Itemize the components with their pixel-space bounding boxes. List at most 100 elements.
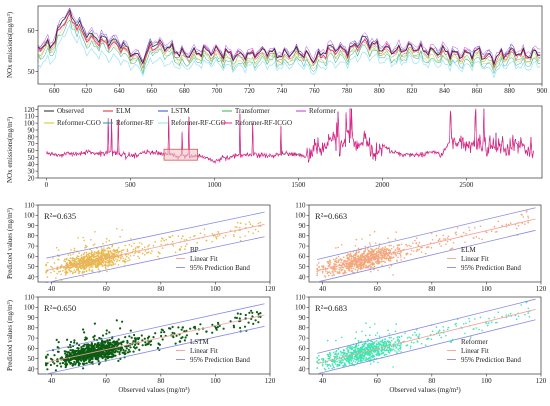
scatter-elm-point <box>431 239 434 241</box>
scatter-bp-point <box>92 271 94 273</box>
scatter-bp-point <box>111 245 113 248</box>
scatter-elm-point <box>380 258 383 261</box>
scatter-elm-point <box>442 234 445 237</box>
scatter-reformer-point <box>337 352 340 355</box>
scatter-reformer-point <box>342 350 345 352</box>
scatter-bp-point <box>97 252 99 255</box>
scatter-bp-point <box>71 257 73 259</box>
scatter-bp-point <box>134 249 137 252</box>
scatter-reformer-point <box>427 337 429 340</box>
scatter-elm-point <box>392 256 395 259</box>
scatter-bp-ytick-label: 90 <box>28 222 36 230</box>
scatter-elm-xtick-label: 100 <box>481 285 492 293</box>
panel-a-series-reformer-line <box>37 7 541 63</box>
scatter-lstm-point <box>46 368 49 371</box>
scatter-elm-point <box>333 274 335 276</box>
scatter-elm-point <box>352 251 355 253</box>
scatter-bp-point <box>162 238 164 240</box>
scatter-lstm-point <box>66 351 69 354</box>
scatter-reformer-point <box>384 340 387 343</box>
scatter-reformer-point <box>406 344 409 346</box>
scatter-lstm-point <box>89 350 92 353</box>
scatter-bp-point <box>109 263 111 265</box>
scatter-reformer-point <box>321 358 323 360</box>
scatter-reformer-point <box>462 323 465 325</box>
scatter-elm-point <box>334 260 336 263</box>
scatter-bp-point <box>122 257 125 260</box>
scatter-lstm-point <box>238 317 241 320</box>
scatter-reformer-point <box>359 354 362 356</box>
scatter-elm-point <box>369 261 372 264</box>
scatter-bp-point <box>57 271 60 273</box>
scatter-bp-point <box>103 255 106 258</box>
scatter-reformer-point <box>321 363 324 366</box>
scatter-reformer-point <box>373 354 375 357</box>
scatter-lstm-point <box>236 312 239 315</box>
scatter-elm-point <box>343 260 345 263</box>
scatter-lstm-point <box>144 343 147 347</box>
scatter-elm-point <box>521 222 523 224</box>
scatter-bp-point <box>69 263 72 265</box>
scatter-lstm-point <box>111 353 114 356</box>
scatter-bp-point <box>124 261 126 264</box>
scatter-elm-point <box>375 261 377 263</box>
scatter-elm-point <box>361 264 364 266</box>
scatter-lstm-point <box>80 346 83 349</box>
scatter-bp-point <box>66 266 69 269</box>
scatter-lstm-point <box>259 312 262 315</box>
scatter-reformer-point <box>369 344 372 347</box>
scatter-lstm-point <box>136 337 139 340</box>
scatter-elm-point <box>348 267 350 270</box>
scatter-reformer-point <box>363 349 366 351</box>
scatter-lstm-point <box>61 361 64 365</box>
scatter-reformer-point <box>438 334 441 337</box>
scatter-bp-point <box>105 241 108 243</box>
scatter-elm-point <box>366 261 369 264</box>
scatter-reformer-point <box>396 340 399 342</box>
scatter-elm-point <box>346 265 348 267</box>
scatter-bp-point <box>91 266 94 268</box>
scatter-elm-point <box>410 245 412 248</box>
scatter-reformer-point <box>399 346 402 349</box>
scatter-lstm-point <box>114 341 117 344</box>
scatter-elm-point <box>376 260 379 263</box>
scatter-bp-point <box>115 249 117 252</box>
scatter-elm-point <box>415 237 418 239</box>
scatter-bp-point <box>90 252 92 255</box>
scatter-lstm-point <box>71 349 74 352</box>
scatter-bp-point <box>111 244 114 247</box>
scatter-reformer-point <box>418 335 420 337</box>
scatter-elm-point <box>374 252 376 255</box>
scatter-reformer-point <box>505 314 508 316</box>
scatter-reformer-point <box>365 342 367 345</box>
scatter-elm-point <box>357 267 360 270</box>
scatter-lstm-point <box>74 349 77 352</box>
scatter-bp-point <box>88 262 91 265</box>
scatter-elm-point <box>381 264 383 267</box>
panel-b-xtick-label: 1000 <box>207 181 222 189</box>
scatter-bp-legend-label: 95% Prediction Band <box>190 264 250 272</box>
scatter-reformer-point <box>355 354 358 357</box>
scatter-bp-point <box>76 266 79 268</box>
panel-b-legend-label: Reformer-RF <box>116 119 154 127</box>
scatter-reformer-point <box>368 347 371 349</box>
scatter-elm-point <box>316 272 319 275</box>
scatter-reformer-point <box>373 361 375 363</box>
scatter-reformer-point <box>323 367 326 370</box>
scatter-reformer-point <box>367 357 370 360</box>
scatter-lstm-point <box>122 340 125 343</box>
scatter-lstm-point <box>57 341 60 344</box>
scatter-elm-point <box>369 242 371 244</box>
scatter-reformer-xlabel: Observed values (mg/m³) <box>389 386 461 394</box>
scatter-reformer-point <box>364 347 366 349</box>
scatter-reformer-point <box>384 349 386 352</box>
panel-a-series-reformer-cgo-line <box>37 17 541 73</box>
scatter-elm-point <box>417 249 419 251</box>
scatter-elm-point <box>396 248 399 250</box>
scatter-bp-xtick-label: 80 <box>157 285 165 293</box>
scatter-lstm-point <box>98 354 101 357</box>
scatter-reformer-point <box>327 354 330 357</box>
scatter-reformer-point <box>377 341 380 344</box>
panel-b-ytick-label: 100 <box>24 120 35 128</box>
scatter-bp-point <box>193 235 195 237</box>
